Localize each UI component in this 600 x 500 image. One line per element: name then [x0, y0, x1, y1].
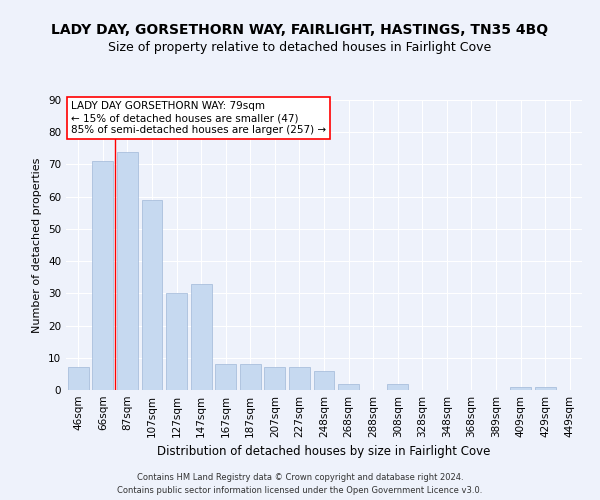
Bar: [387, 384, 408, 390]
Text: Size of property relative to detached houses in Fairlight Cove: Size of property relative to detached ho…: [109, 41, 491, 54]
X-axis label: Distribution of detached houses by size in Fairlight Cove: Distribution of detached houses by size …: [157, 446, 491, 458]
Bar: [68, 368, 89, 390]
Bar: [215, 364, 236, 390]
Bar: [510, 387, 531, 390]
Bar: [92, 161, 113, 390]
Bar: [314, 370, 334, 390]
Text: LADY DAY, GORSETHORN WAY, FAIRLIGHT, HASTINGS, TN35 4BQ: LADY DAY, GORSETHORN WAY, FAIRLIGHT, HAS…: [52, 22, 548, 36]
Bar: [535, 387, 556, 390]
Bar: [142, 200, 163, 390]
Bar: [338, 384, 359, 390]
Bar: [289, 368, 310, 390]
Text: Contains HM Land Registry data © Crown copyright and database right 2024.
Contai: Contains HM Land Registry data © Crown c…: [118, 474, 482, 495]
Bar: [240, 364, 261, 390]
Bar: [166, 294, 187, 390]
Y-axis label: Number of detached properties: Number of detached properties: [32, 158, 43, 332]
Bar: [117, 152, 138, 390]
Bar: [191, 284, 212, 390]
Bar: [265, 368, 286, 390]
Text: LADY DAY GORSETHORN WAY: 79sqm
← 15% of detached houses are smaller (47)
85% of : LADY DAY GORSETHORN WAY: 79sqm ← 15% of …: [71, 102, 326, 134]
